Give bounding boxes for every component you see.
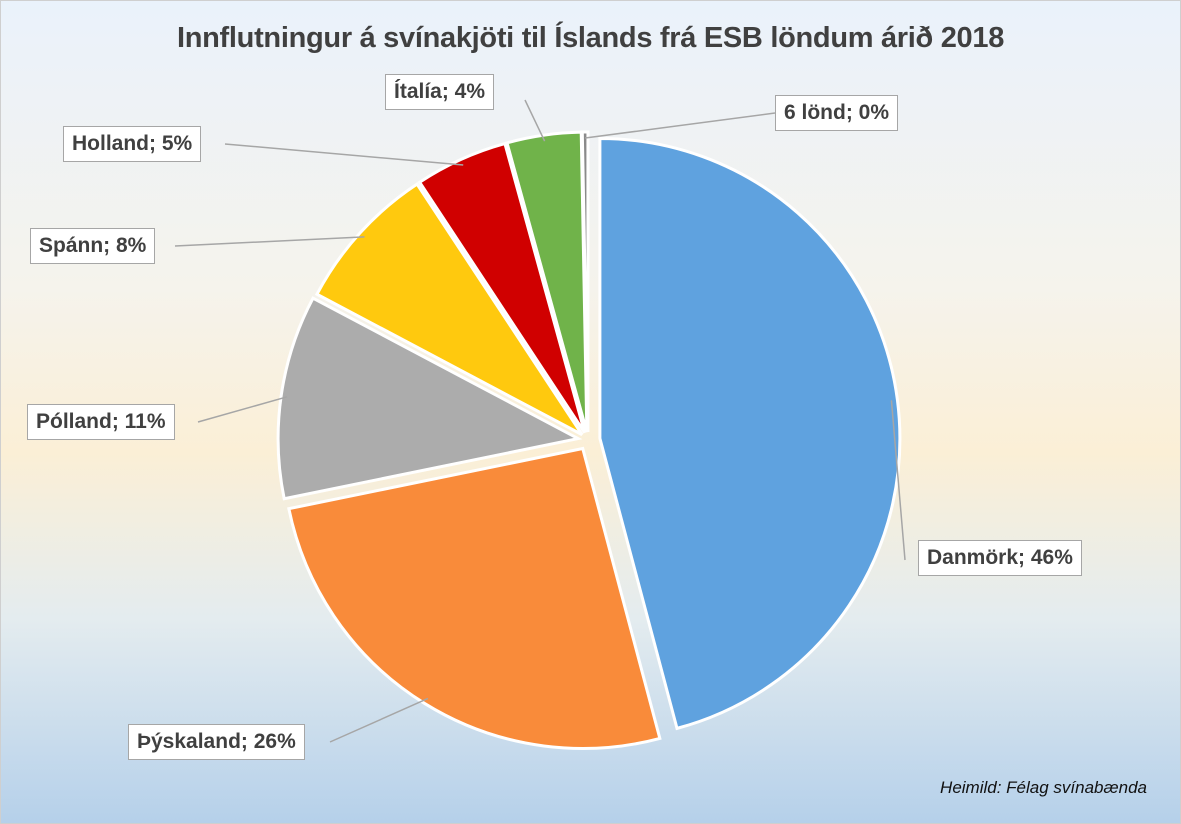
pie-slice-2 [276, 296, 583, 501]
pie-slice-3 [314, 182, 584, 436]
leader-line-0 [890, 400, 906, 561]
chart-title: Innflutningur á svínakjöti til Íslands f… [176, 22, 1005, 54]
data-label-thyskaland: Þýskaland; 26% [128, 724, 305, 760]
leader-line-6 [585, 112, 776, 139]
data-label-polland: Pólland; 11% [27, 404, 175, 440]
pie-slice-0 [598, 136, 902, 731]
data-label-6-lond: 6 lönd; 0% [775, 95, 899, 131]
data-label-spann: Spánn; 8% [30, 228, 156, 264]
leader-line-3 [174, 236, 365, 247]
pie-slice-6 [580, 130, 590, 433]
pie-slice-1 [287, 446, 662, 750]
data-label-italia: Ítalía; 4% [385, 74, 495, 110]
source-note: Heimild: Félag svínabænda [940, 778, 1147, 797]
leader-line-5 [524, 99, 546, 142]
leader-line-2 [197, 396, 288, 423]
data-label-danmork: Danmörk; 46% [918, 540, 1082, 576]
pie-slice-4 [417, 141, 587, 434]
leader-line-1 [329, 697, 429, 743]
leader-line-4 [224, 143, 464, 166]
data-label-holland: Holland; 5% [63, 126, 202, 162]
